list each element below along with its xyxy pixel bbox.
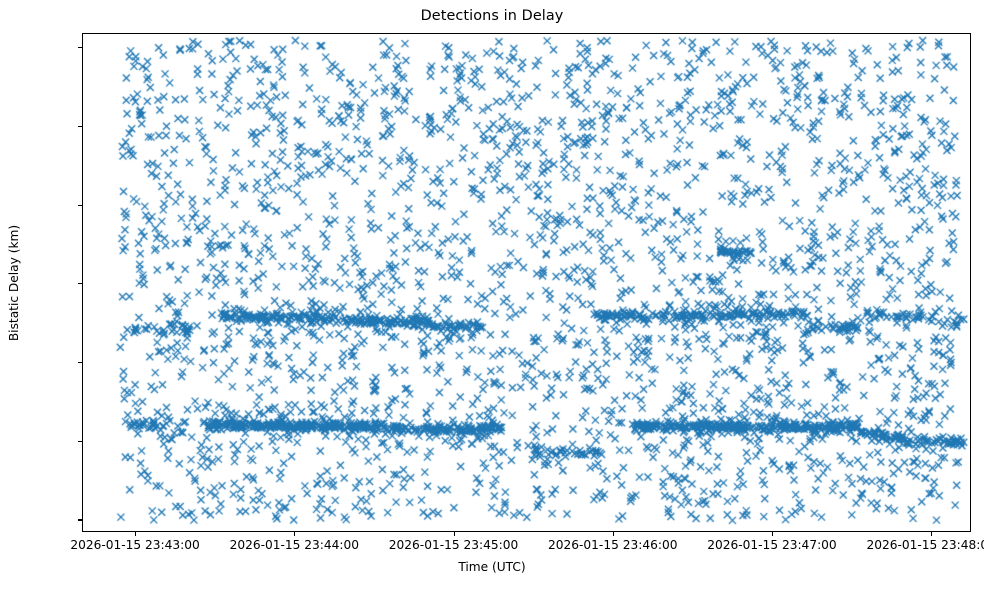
x-tick-label: 2026-01-15 23:47:00 [707,538,837,552]
x-tick-mark [453,532,455,536]
page-title: Detections in Delay [420,8,564,24]
x-tick-mark [931,532,933,536]
x-tick-label: 2026-01-15 23:46:00 [548,538,678,552]
y-tick-mark [78,519,82,521]
x-tick-mark [612,532,614,536]
x-tick-label: 2026-01-15 23:43:00 [70,538,200,552]
x-tick-label: 2026-01-15 23:45:00 [388,538,519,552]
scatter-series-canvas [83,34,970,531]
y-tick-mark [78,47,82,49]
x-tick-mark [294,532,296,536]
y-tick-mark [78,361,82,364]
y-tick-mark [78,125,82,127]
x-tick-label: 2026-01-15 23:48:00 [866,538,984,552]
y-axis-label: Bistatic Delay (km) [7,224,21,341]
x-tick-mark [135,532,137,536]
x-tick-mark [771,532,774,536]
x-axis-label: Time (UTC) [458,560,526,574]
y-tick-mark [78,204,82,206]
x-tick-label: 2026-01-15 23:44:00 [229,538,360,552]
y-tick-mark [78,283,82,285]
plot-area [82,33,971,532]
y-tick-mark [78,440,82,442]
